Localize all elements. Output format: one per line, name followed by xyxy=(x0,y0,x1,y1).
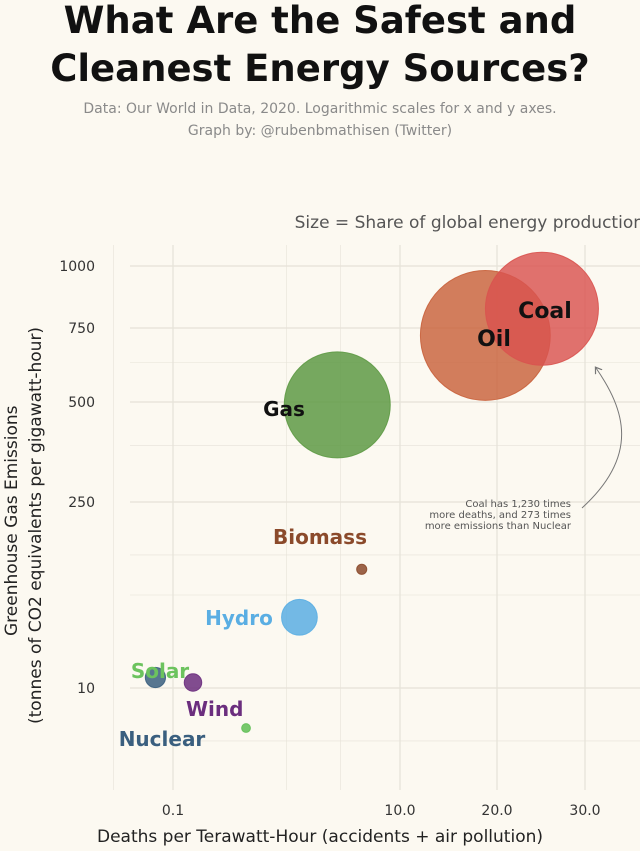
label-nuclear: Nuclear xyxy=(119,727,206,751)
label-wind: Wind xyxy=(186,697,243,721)
label-gas: Gas xyxy=(263,397,305,421)
y-tick-label-1000: 1000 xyxy=(59,259,95,275)
x-tick-label-10.0: 10.0 xyxy=(384,803,415,819)
y-tick-label-10: 10 xyxy=(77,681,95,697)
chart-title-line-1: What Are the Safest and xyxy=(63,0,577,42)
bubble-coal xyxy=(484,251,599,366)
label-coal: Coal xyxy=(518,299,572,324)
label-solar: Solar xyxy=(131,659,189,683)
x-tick-labels: 0.1 10.0 20.0 30.0 xyxy=(162,803,601,819)
bubble-wind xyxy=(183,673,203,692)
chart-subtitle-author: Graph by: @rubenbmathisen (Twitter) xyxy=(187,123,453,139)
label-biomass: Biomass xyxy=(273,525,367,549)
y-tick-labels: 10 250 500 750 1000 xyxy=(59,259,95,697)
bubble-biomass xyxy=(356,563,368,575)
data-labels: Coal Oil Gas Biomass Hydro Solar Wind Nuclear xyxy=(119,299,572,751)
chart-subtitle-source: Data: Our World in Data, 2020. Logarithm… xyxy=(83,101,557,117)
bubble-gas xyxy=(283,351,391,459)
y-tick-label-250: 250 xyxy=(68,495,95,511)
bubble-hydro xyxy=(281,598,318,636)
label-oil: Oil xyxy=(477,327,511,352)
bubble-nuclear xyxy=(144,666,167,689)
coal-nuclear-annotation: Coal has 1,230 times more deaths, and 273… xyxy=(425,499,572,532)
chart-title-line-2: Cleanest Energy Sources? xyxy=(50,47,590,90)
x-tick-label-30.0: 30.0 xyxy=(569,803,600,819)
y-axis-title-line-1: Greenhouse Gas Emissions xyxy=(2,405,22,637)
data-bubbles xyxy=(144,251,599,733)
x-tick-label-20.0: 20.0 xyxy=(481,803,512,819)
y-tick-label-500: 500 xyxy=(68,395,95,411)
label-hydro: Hydro xyxy=(205,606,273,630)
size-legend-note: Size = Share of global energy production xyxy=(294,213,640,233)
bubble-solar xyxy=(241,723,251,733)
y-axis-title-line-2: (tonnes of CO2 equivalents per gigawatt-… xyxy=(26,326,46,724)
x-axis-title: Deaths per Terawatt-Hour (accidents + ai… xyxy=(96,827,544,847)
annotation-arrow xyxy=(581,368,623,509)
y-tick-label-750: 750 xyxy=(68,321,95,337)
x-tick-label-0.1: 0.1 xyxy=(162,803,184,819)
